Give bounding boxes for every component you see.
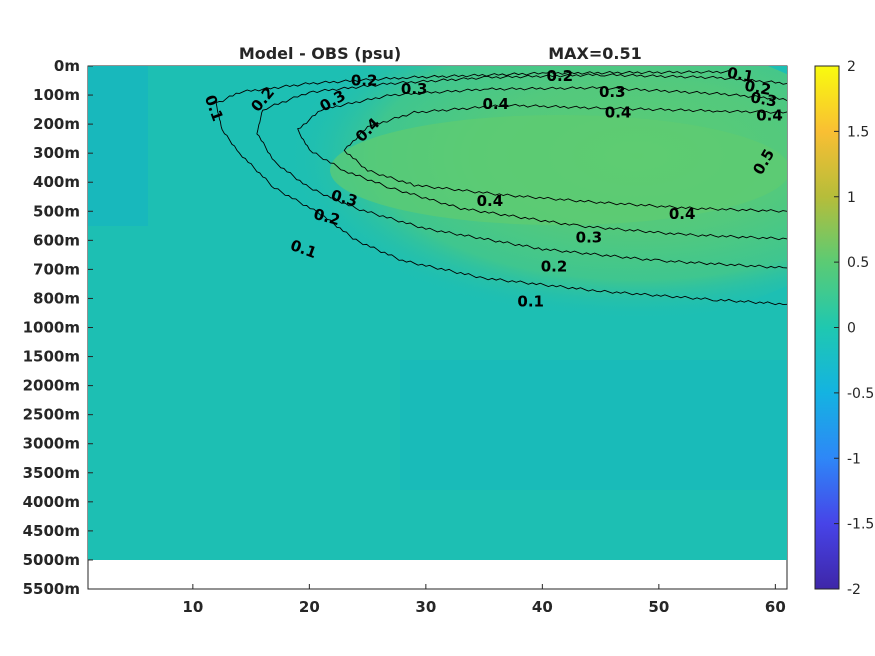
x-tick-label: 60 (765, 598, 786, 616)
heatmap-deep-band (400, 360, 787, 490)
contour-label: 0.4 (669, 205, 696, 223)
contour-label: 0.2 (541, 257, 568, 275)
contour-line-0.2 (256, 73, 787, 269)
contour-label: 0.4 (482, 95, 509, 113)
contour-label: 0.1 (726, 64, 755, 86)
colorbar-tick-label: -1 (847, 451, 861, 467)
contour-label: 0.3 (749, 88, 778, 110)
y-tick-label: 600m (33, 231, 80, 249)
contour-line-0.4 (343, 103, 787, 213)
chart-title: Model - OBS (psu) (239, 44, 401, 63)
colorbar: 2 1.5 1 0.5 0 -0.5 -1 -1.5 -2 (814, 59, 874, 598)
y-tick-label: 4000m (23, 493, 80, 511)
heatmap-max-core (330, 115, 787, 225)
colorbar-tick-label: -0.5 (847, 386, 874, 402)
colorbar-tick-label: 0.5 (847, 255, 869, 271)
y-tick-label: 3500m (23, 464, 80, 482)
y-tick-label: 700m (33, 260, 80, 278)
y-tick-label: 2000m (23, 377, 80, 395)
chart-max-label: MAX=0.51 (548, 44, 642, 63)
colorbar-ticks: 2 1.5 1 0.5 0 -0.5 -1 -1.5 -2 (834, 59, 874, 598)
contour-label: 0.3 (576, 228, 603, 246)
contour-label: 0.2 (743, 77, 772, 99)
contour-line-0.3 (297, 86, 787, 241)
x-axis-ticks: 10 20 30 40 50 60 (182, 584, 786, 616)
y-tick-label: 1500m (23, 348, 80, 366)
contour-label: 0.2 (547, 67, 574, 85)
y-tick-label: 1000m (23, 319, 80, 337)
contour-line-0.1 (215, 70, 787, 306)
y-tick-label: 4500m (23, 522, 80, 540)
colorbar-tick-label: 1.5 (847, 124, 869, 140)
y-tick-label: 0m (54, 57, 80, 75)
colorbar-tick-label: -1.5 (847, 517, 874, 533)
y-tick-label: 500m (33, 202, 80, 220)
x-tick-label: 50 (648, 598, 669, 616)
contour-label: 0.3 (401, 80, 428, 98)
colorbar-tick-label: 0 (847, 321, 856, 337)
y-tick-label: 2500m (23, 406, 80, 424)
contour-lines (215, 70, 787, 306)
colorbar-tick-label: 1 (847, 190, 856, 206)
y-tick-label: 300m (33, 144, 80, 162)
y-axis-ticks: 0m 100m 200m 300m 400m 500m 600m 700m 800m 1000m 1… (23, 57, 93, 598)
y-tick-label: 5500m (23, 580, 80, 598)
contour-label: 0.3 (599, 83, 626, 101)
contour-label: 0.4 (477, 192, 504, 210)
colorbar-tick-label: 2 (847, 59, 856, 75)
colorbar-tick-label: -2 (847, 582, 861, 598)
y-tick-label: 200m (33, 115, 80, 133)
contour-label: 0.4 (605, 103, 632, 121)
x-tick-label: 40 (532, 598, 553, 616)
x-tick-label: 10 (182, 598, 203, 616)
y-tick-label: 800m (33, 289, 80, 307)
contour-label: 0.1 (517, 292, 544, 310)
y-tick-label: 400m (33, 173, 80, 191)
plot-area: 0.1 0.2 0.30.2 0.30.40.40.20.30.40.10.20.30… (87, 64, 788, 590)
x-tick-label: 30 (415, 598, 436, 616)
contour-label: 0.2 (351, 72, 378, 90)
heatmap-left-column (88, 66, 148, 226)
contour-label: 0.4 (756, 106, 783, 124)
x-tick-label: 20 (299, 598, 320, 616)
y-tick-label: 5000m (23, 551, 80, 569)
y-tick-label: 3000m (23, 435, 80, 453)
y-tick-label: 100m (33, 86, 80, 104)
